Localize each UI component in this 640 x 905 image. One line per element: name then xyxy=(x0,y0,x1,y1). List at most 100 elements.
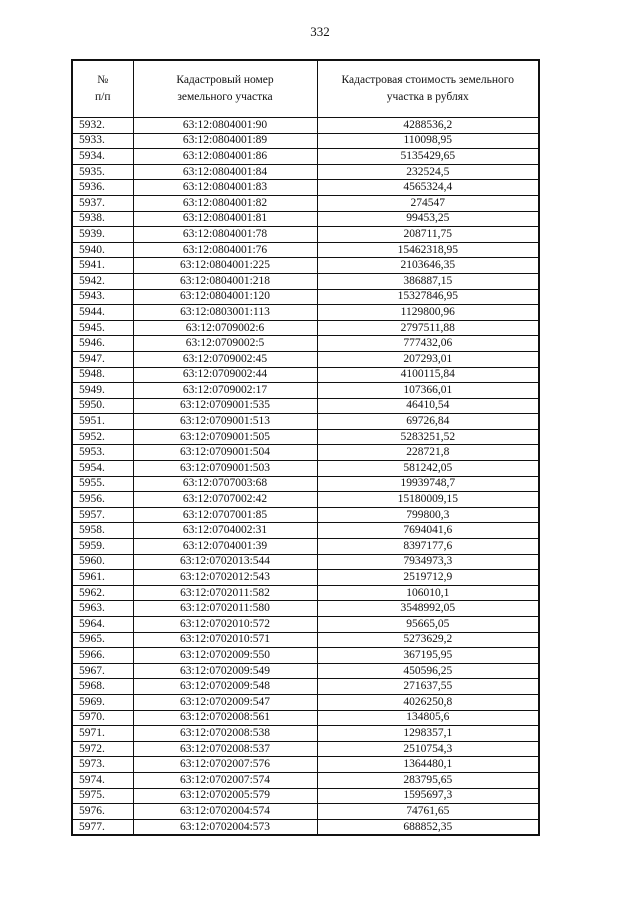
cadastral-value: 274547 xyxy=(316,194,540,212)
cadastral-number: 63:12:0702008:538 xyxy=(132,725,318,742)
table-row: 5935. 63:12:0804001:84 232524,5 xyxy=(71,163,540,181)
cadastral-value: 7694041,6 xyxy=(316,522,540,540)
cadastral-value: 8397177,6 xyxy=(316,538,540,555)
cadastral-value: 271637,55 xyxy=(316,678,540,695)
cadastral-value: 2519712,9 xyxy=(316,569,540,586)
table-row: 5941. 63:12:0804001:225 2103646,35 xyxy=(71,257,540,274)
table-row: 5975. 63:12:0702005:579 1595697,3 xyxy=(71,787,540,805)
header-cadastral-value: Кадастровая стоимость земельного участка … xyxy=(316,59,540,118)
row-number: 5968. xyxy=(71,678,134,695)
row-number: 5970. xyxy=(71,709,134,727)
cadastral-number: 63:12:0704002:31 xyxy=(132,522,318,540)
table-row: 5932. 63:12:0804001:90 4288536,2 xyxy=(71,117,540,134)
cadastral-value: 74761,65 xyxy=(316,803,540,820)
cadastral-number: 63:12:0702009:548 xyxy=(132,678,318,695)
table-row: 5953. 63:12:0709001:504 228721,8 xyxy=(71,444,540,462)
table-row: 5937. 63:12:0804001:82 274547 xyxy=(71,194,540,212)
cadastral-number: 63:12:0804001:120 xyxy=(132,288,318,306)
cadastral-value: 107366,01 xyxy=(316,382,540,399)
row-number: 5965. xyxy=(71,631,134,649)
cadastral-number: 63:12:0804001:86 xyxy=(132,148,318,165)
table-row: 5957. 63:12:0707001:85 799800,3 xyxy=(71,506,540,524)
cadastral-number: 63:12:0804001:78 xyxy=(132,226,318,243)
row-number: 5951. xyxy=(71,413,134,430)
cadastral-value: 232524,5 xyxy=(316,163,540,181)
cadastral-number: 63:12:0702009:547 xyxy=(132,693,318,711)
row-number: 5947. xyxy=(71,350,134,368)
row-number: 5953. xyxy=(71,444,134,462)
cadastral-number: 63:12:0709001:535 xyxy=(132,397,318,415)
row-number: 5958. xyxy=(71,522,134,540)
row-number: 5946. xyxy=(71,335,134,352)
table-row: 5939. 63:12:0804001:78 208711,75 xyxy=(71,226,540,243)
cadastral-value: 7934973,3 xyxy=(316,553,540,571)
row-number: 5967. xyxy=(71,662,134,680)
row-number: 5937. xyxy=(71,194,134,212)
cadastral-value: 69726,84 xyxy=(316,413,540,430)
cadastral-number: 63:12:0804001:89 xyxy=(132,132,318,150)
cadastral-number: 63:12:0702005:579 xyxy=(132,787,318,805)
cadastral-value: 46410,54 xyxy=(316,397,540,415)
row-number: 5974. xyxy=(71,771,134,789)
cadastral-value: 4100115,84 xyxy=(316,366,540,384)
cadastral-value: 99453,25 xyxy=(316,210,540,228)
table-row: 5938. 63:12:0804001:81 99453,25 xyxy=(71,210,540,228)
table-row: 5964. 63:12:0702010:572 95665,05 xyxy=(71,616,540,633)
cadastral-number: 63:12:0702009:550 xyxy=(132,647,318,664)
row-number: 5971. xyxy=(71,725,134,742)
cadastral-number: 63:12:0704001:39 xyxy=(132,538,318,555)
table-row: 5971. 63:12:0702008:538 1298357,1 xyxy=(71,725,540,742)
cadastral-number: 63:12:0804001:225 xyxy=(132,257,318,274)
cadastral-value: 207293,01 xyxy=(316,350,540,368)
cadastral-value: 208711,75 xyxy=(316,226,540,243)
cadastral-number: 63:12:0702012:543 xyxy=(132,569,318,586)
cadastral-value: 1364480,1 xyxy=(316,756,540,773)
row-number: 5934. xyxy=(71,148,134,165)
cadastral-number: 63:12:0804001:90 xyxy=(132,117,318,134)
cadastral-value: 581242,05 xyxy=(316,460,540,477)
header-number: № п/п xyxy=(71,59,134,118)
table-row: 5956. 63:12:0707002:42 15180009,15 xyxy=(71,491,540,508)
table-row: 5967. 63:12:0702009:549 450596,25 xyxy=(71,662,540,680)
cadastral-value: 688852,35 xyxy=(316,818,540,837)
row-number: 5932. xyxy=(71,117,134,134)
cadastral-value: 2797511,88 xyxy=(316,319,540,337)
row-number: 5944. xyxy=(71,304,134,321)
cadastral-number: 63:12:0804001:76 xyxy=(132,241,318,259)
page-number: 332 xyxy=(310,24,330,39)
table-row: 5934. 63:12:0804001:86 5135429,65 xyxy=(71,148,540,165)
cadastral-value: 5273629,2 xyxy=(316,631,540,649)
cadastral-value-table: № п/п Кадастровый номер земельного участка… xyxy=(71,59,540,837)
row-number: 5948. xyxy=(71,366,134,384)
row-number: 5957. xyxy=(71,506,134,524)
cadastral-number: 63:12:0709001:513 xyxy=(132,413,318,430)
table-row: 5960. 63:12:0702013:544 7934973,3 xyxy=(71,553,540,571)
cadastral-number: 63:12:0709002:6 xyxy=(132,319,318,337)
cadastral-value: 95665,05 xyxy=(316,616,540,633)
cadastral-number: 63:12:0709002:45 xyxy=(132,350,318,368)
row-number: 5941. xyxy=(71,257,134,274)
header-cadastral-number: Кадастровый номер земельного участка xyxy=(132,59,318,118)
table-row: 5966. 63:12:0702009:550 367195,95 xyxy=(71,647,540,664)
table-row: 5976. 63:12:0702004:574 74761,65 xyxy=(71,803,540,820)
cadastral-number: 63:12:0702004:573 xyxy=(132,818,318,837)
cadastral-number: 63:12:0702008:561 xyxy=(132,709,318,727)
cadastral-value: 1595697,3 xyxy=(316,787,540,805)
row-number: 5977. xyxy=(71,818,134,837)
cadastral-value: 367195,95 xyxy=(316,647,540,664)
cadastral-value: 5283251,52 xyxy=(316,428,540,446)
table-row: 5942. 63:12:0804001:218 386887,15 xyxy=(71,272,540,290)
table-row: 5949. 63:12:0709002:17 107366,01 xyxy=(71,382,540,399)
table-row: 5944. 63:12:0803001:113 1129800,96 xyxy=(71,304,540,321)
table-row: 5947. 63:12:0709002:45 207293,01 xyxy=(71,350,540,368)
row-number: 5959. xyxy=(71,538,134,555)
table-row: 5977. 63:12:0702004:573 688852,35 xyxy=(71,818,540,837)
cadastral-value: 15180009,15 xyxy=(316,491,540,508)
cadastral-value: 2103646,35 xyxy=(316,257,540,274)
table-row: 5961. 63:12:0702012:543 2519712,9 xyxy=(71,569,540,586)
row-number: 5935. xyxy=(71,163,134,181)
cadastral-value: 228721,8 xyxy=(316,444,540,462)
row-number: 5949. xyxy=(71,382,134,399)
row-number: 5973. xyxy=(71,756,134,773)
cadastral-number: 63:12:0702007:574 xyxy=(132,771,318,789)
